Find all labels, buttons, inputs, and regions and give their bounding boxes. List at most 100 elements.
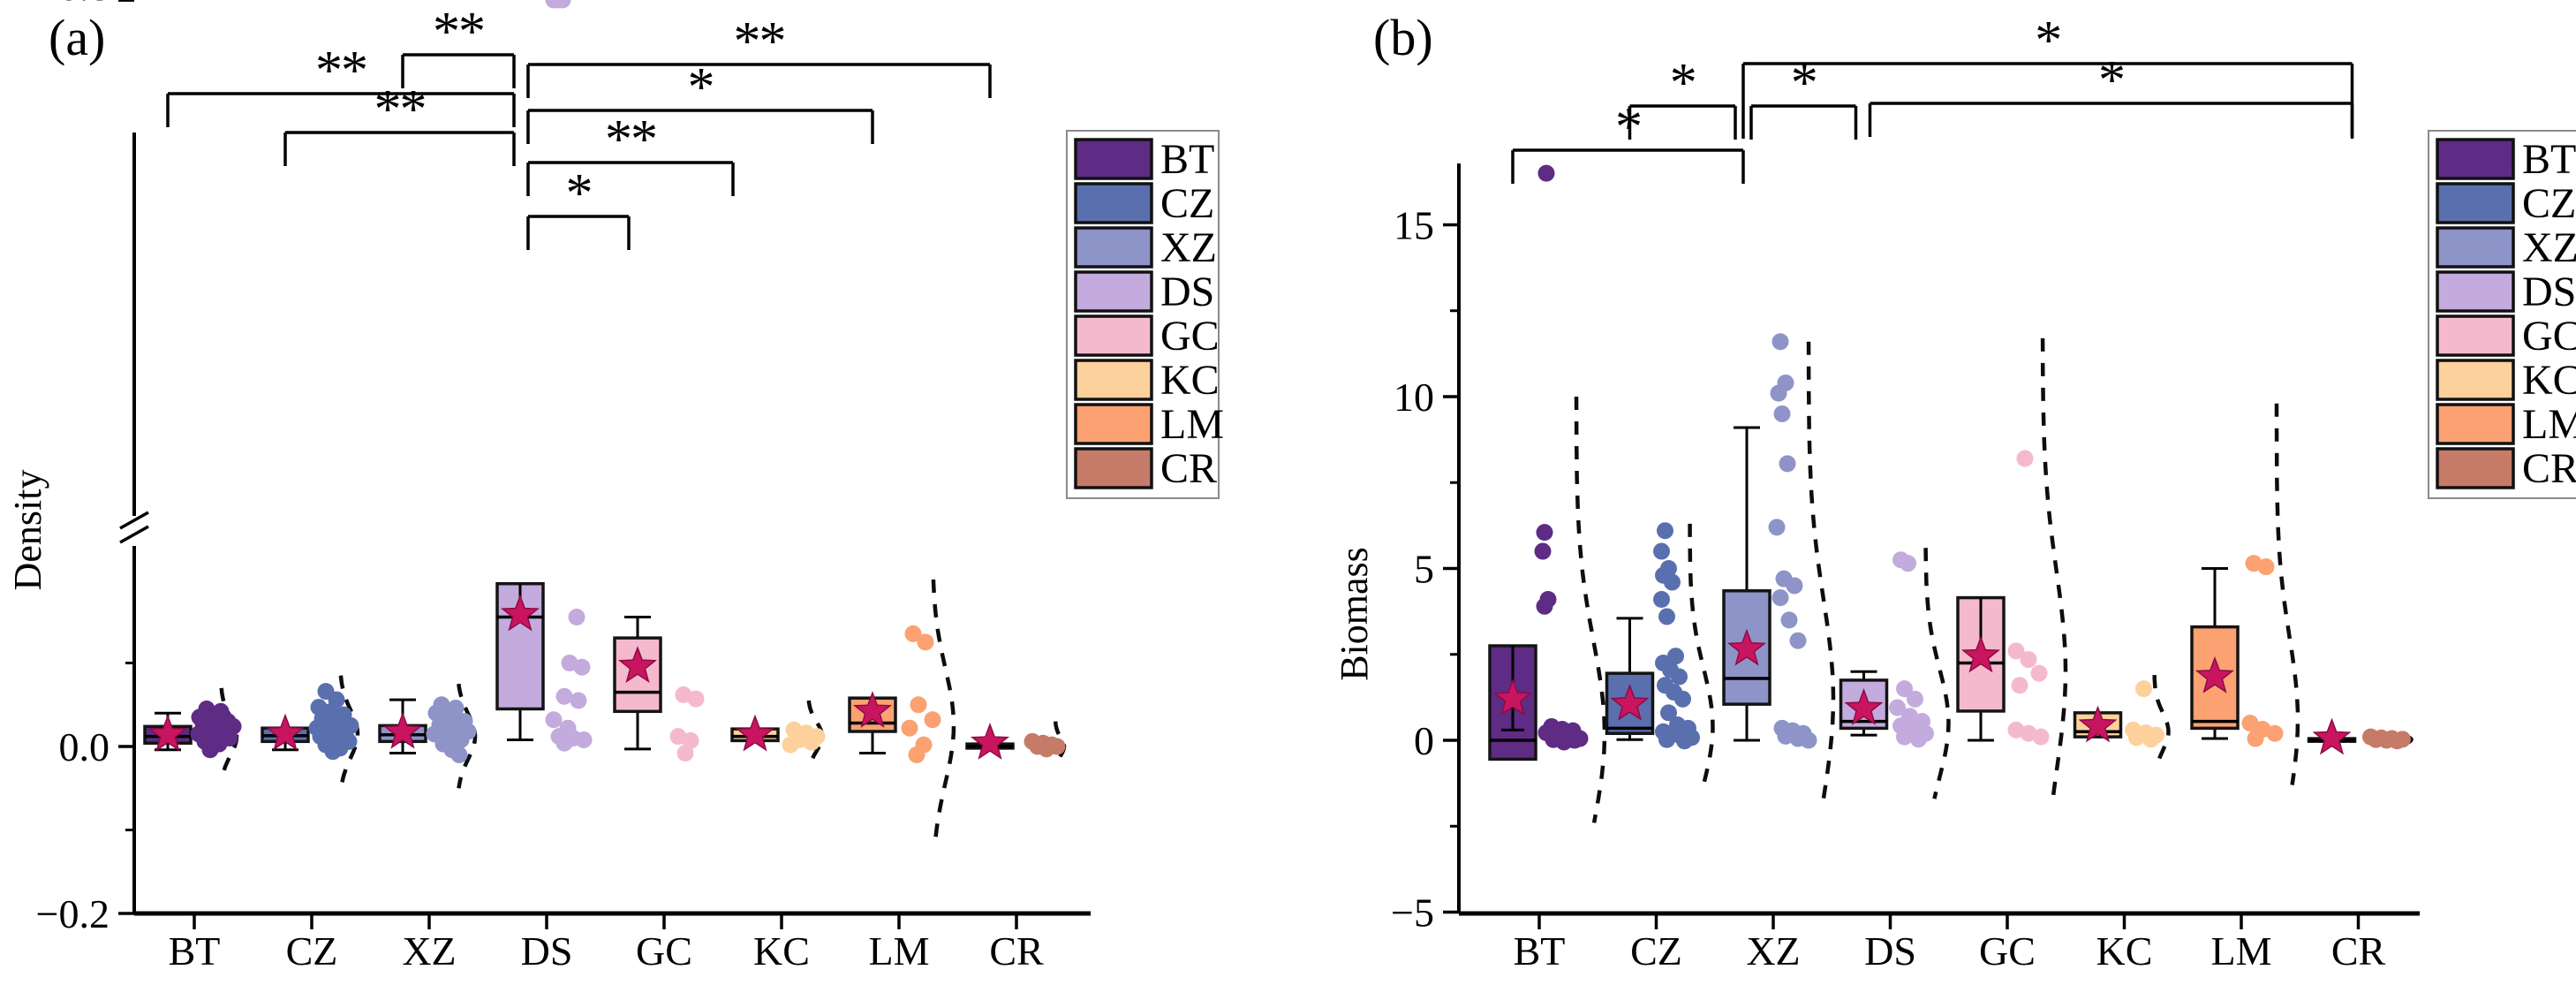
panel-a-bracket-XZ-DS: **	[401, 2, 516, 88]
panel-b-bracket-label-XZ-CR: *	[2035, 11, 2060, 71]
panel-a-legend-item-XZ: XZ	[1074, 224, 1217, 271]
panel-a-legend-item-LM: LM	[1074, 401, 1224, 448]
legend-swatch-KC	[1074, 359, 1153, 401]
panel-a-ytick-4: −0.2	[36, 891, 110, 936]
panel-b-mean-star-CR	[2312, 717, 2352, 755]
panel-a-bracket-BT-DS: **	[166, 41, 516, 127]
panel-b-label: (b)	[1373, 9, 1433, 66]
panel-a-xtick-LM: LM	[869, 928, 930, 974]
panel-a-xtick-XZ: XZ	[402, 928, 456, 974]
panel-a-significance-brackets: ** **** *** ***	[166, 2, 992, 250]
panel-b-axes: 15 10 5 0 −5 BT CZ XZ DS GC KC LM CR	[1391, 163, 2420, 974]
panel-a-points-KC	[782, 721, 826, 754]
panel-b-mean-star-GC	[1960, 635, 2001, 673]
panel-b-legend-item-LM: LM	[2436, 401, 2576, 448]
panel-b-legend-item-DS: DS	[2436, 269, 2576, 315]
panel-b-legend-item-GC: GC	[2436, 313, 2576, 360]
panel-a-bracket-label-DS-LM: *	[688, 57, 714, 117]
legend-swatch-XZ	[2436, 226, 2515, 269]
panel-a-points-BT	[190, 700, 242, 759]
panel-b-points-LM	[2241, 555, 2284, 747]
panel-a-bracket-DS-GC: *	[526, 163, 631, 250]
panel-a-points-CR	[1024, 732, 1066, 758]
panel-a-bracket-label-XZ-DS: **	[433, 2, 484, 62]
panel-a-xtick-KC: KC	[753, 928, 810, 974]
panel-b-violin-XZ	[1806, 341, 1836, 799]
legend-swatch-LM	[1074, 403, 1153, 445]
legend-swatch-BT	[1074, 138, 1153, 180]
legend-label-DS: DS	[2522, 269, 2576, 315]
panel-a-boxplot-XZ	[378, 683, 478, 789]
panel-a-mean-star-XZ	[382, 711, 423, 749]
legend-label-BT: BT	[1160, 136, 1214, 183]
legend-swatch-BT	[2436, 138, 2515, 180]
legend-label-GC: GC	[2522, 313, 2576, 360]
legend-label-KC: KC	[1160, 357, 1220, 404]
panel-b-boxplot-GC	[1956, 337, 2068, 799]
panel-a-boxplot-BT	[143, 687, 242, 777]
panel-b-violin-GC	[2040, 337, 2068, 799]
legend-label-CR: CR	[2522, 445, 2576, 492]
legend-swatch-CR	[1074, 447, 1153, 489]
panel-a-mean-star-BT	[147, 714, 188, 752]
panel-a-mean-star-DS	[500, 594, 540, 632]
legend-swatch-CR	[2436, 447, 2515, 489]
panel-b-xtick-BT: BT	[1514, 928, 1566, 974]
panel-b-violin-CZ	[1688, 523, 1715, 790]
panel-a-legend-item-BT: BT	[1074, 136, 1214, 183]
panel-b-bracket-label-BT-XZ: *	[1615, 97, 1641, 157]
panel-a-ytick-1: 0.6	[59, 0, 110, 9]
panel-b-ytick-4: −5	[1391, 890, 1434, 936]
panel-a-xtick-DS: DS	[521, 928, 573, 974]
panel-b-bracket-DS-CR: *	[1868, 50, 2354, 137]
panel-a-ytick-2: 0.4	[59, 0, 110, 9]
panel-a-ytick-0: 0.8	[59, 0, 110, 9]
legend-label-BT: BT	[2522, 136, 2576, 183]
panel-b-points-GC	[2007, 450, 2050, 746]
panel-a-bracket-DS-CR: **	[526, 11, 992, 98]
panel-a-bracket-CZ-DS: **	[283, 80, 516, 166]
panel-b-boxplot-DS	[1839, 548, 1951, 799]
panel-b-ytick-3: 0	[1414, 718, 1434, 763]
panel-b-xtick-CR: CR	[2331, 928, 2386, 974]
panel-b-bracket-label-CZ-XZ: *	[1670, 53, 1696, 113]
panel-a-violin-BT	[219, 687, 239, 777]
panel-a-points-CZ	[308, 683, 359, 761]
panel-a-points-LM	[901, 625, 941, 763]
panel-a-points-GC	[669, 686, 705, 762]
panel-b-ytick-0: 15	[1394, 203, 1434, 248]
panel-b-ytick-2: 5	[1414, 547, 1434, 592]
panel-b-boxplot-CZ	[1605, 522, 1715, 790]
panel-a-legend-item-CR: CR	[1074, 445, 1217, 492]
legend-swatch-DS	[1074, 270, 1153, 313]
panel-a-bracket-DS-LM: *	[526, 57, 874, 144]
panel-a-legend-item-GC: GC	[1074, 313, 1220, 360]
panel-b-bracket-XZ-DS: *	[1749, 53, 1858, 140]
panel-b-bracket-CZ-XZ: *	[1628, 53, 1737, 140]
panel-b-xtick-KC: KC	[2096, 928, 2153, 974]
panel-b-bracket-XZ-CR: *	[1741, 11, 2354, 139]
panel-b-xtick-GC: GC	[1979, 928, 2036, 974]
panel-b-boxplot-BT	[1488, 164, 1607, 823]
panel-a-mean-star-CR	[970, 723, 1010, 760]
panel-b-boxplot-LM	[2190, 403, 2300, 785]
panel-b-xtick-LM: LM	[2211, 928, 2272, 974]
panel-a-boxplot-KC	[730, 700, 826, 769]
panel-b-points-CZ	[1653, 522, 1700, 750]
legend-swatch-GC	[2436, 314, 2515, 357]
panel-b-xtick-CZ: CZ	[1630, 928, 1682, 974]
panel-b-significance-brackets: * * * * *	[1511, 11, 2354, 184]
legend-swatch-CZ	[2436, 182, 2515, 224]
panel-b-mean-star-BT	[1492, 678, 1533, 716]
panel-b-ytick-1: 10	[1394, 375, 1434, 420]
legend-label-XZ: XZ	[2522, 224, 2576, 271]
legend-label-CZ: CZ	[1160, 180, 1214, 227]
panel-a-ytick-3: 0.0	[59, 724, 110, 769]
panel-b-mean-star-LM	[2195, 655, 2235, 693]
panel-b-legend-item-XZ: XZ	[2436, 224, 2576, 271]
legend-swatch-LM	[2436, 403, 2515, 445]
panel-b-mean-star-KC	[2078, 705, 2118, 743]
